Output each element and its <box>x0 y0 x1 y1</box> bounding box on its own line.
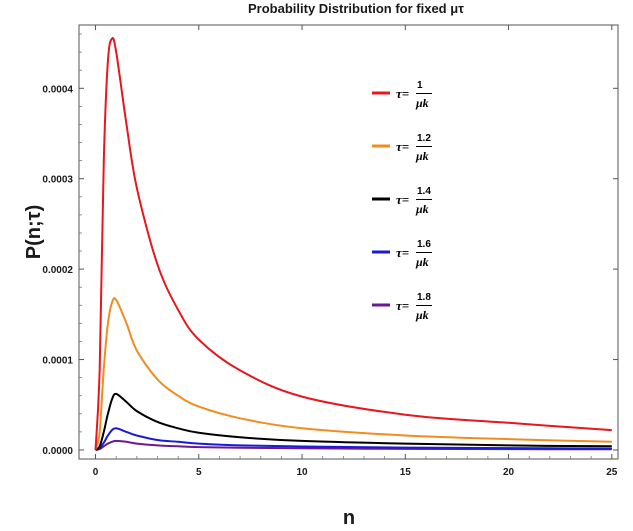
legend-numerator: 1 <box>417 80 423 91</box>
plot-frame <box>78 24 619 460</box>
x-tick-label: 10 <box>296 467 308 478</box>
x-axis-ticks: 0 5 10 15 20 25 <box>93 25 618 478</box>
chart-title: Probability Distribution for fixed μτ <box>248 1 464 16</box>
y-tick-label: 0.0002 <box>42 265 73 276</box>
y-tick-label: 0.0004 <box>42 84 73 95</box>
series-line <box>95 439 612 451</box>
legend: τ= 1 μk τ= 1.2 μk τ= 1.4 μk τ= 1.6 μk τ= 1.8 μk <box>372 80 432 322</box>
legend-numerator: 1.8 <box>417 292 431 303</box>
series-line <box>94 297 612 451</box>
legend-entry: τ= 1.8 μk <box>372 292 432 322</box>
x-tick-label: 20 <box>503 467 515 478</box>
y-tick-label: 0.0001 <box>42 356 73 367</box>
legend-tau-label: τ= <box>396 139 409 154</box>
x-axis-label: n <box>343 507 355 529</box>
legend-entry: τ= 1.4 μk <box>372 186 432 216</box>
legend-denominator: μk <box>415 308 429 322</box>
y-tick-label: 0.0003 <box>42 175 73 186</box>
x-tick-label: 25 <box>606 467 618 478</box>
legend-denominator: μk <box>415 149 429 163</box>
x-tick-label: 5 <box>196 467 202 478</box>
legend-denominator: μk <box>415 255 429 269</box>
legend-tau-label: τ= <box>396 86 409 101</box>
legend-tau-label: τ= <box>396 245 409 260</box>
legend-denominator: μk <box>415 202 429 216</box>
y-axis-ticks: 0.0000 0.0001 0.0002 0.0003 0.0004 <box>42 33 618 457</box>
legend-numerator: 1.6 <box>417 239 431 250</box>
legend-denominator: μk <box>415 96 429 110</box>
y-axis-label: P(n;τ) <box>23 205 45 259</box>
legend-entry: τ= 1 μk <box>372 80 432 110</box>
series-line <box>94 37 612 451</box>
series-curves <box>94 37 612 451</box>
legend-numerator: 1.4 <box>417 186 431 197</box>
legend-entry: τ= 1.6 μk <box>372 239 432 269</box>
y-tick-label: 0.0000 <box>42 446 73 457</box>
x-tick-label: 0 <box>93 467 99 478</box>
legend-tau-label: τ= <box>396 298 409 313</box>
series-line <box>95 427 612 451</box>
legend-entry: τ= 1.2 μk <box>372 133 432 163</box>
x-tick-label: 15 <box>400 467 412 478</box>
legend-tau-label: τ= <box>396 192 409 207</box>
legend-numerator: 1.2 <box>417 133 431 144</box>
series-line <box>94 392 612 451</box>
